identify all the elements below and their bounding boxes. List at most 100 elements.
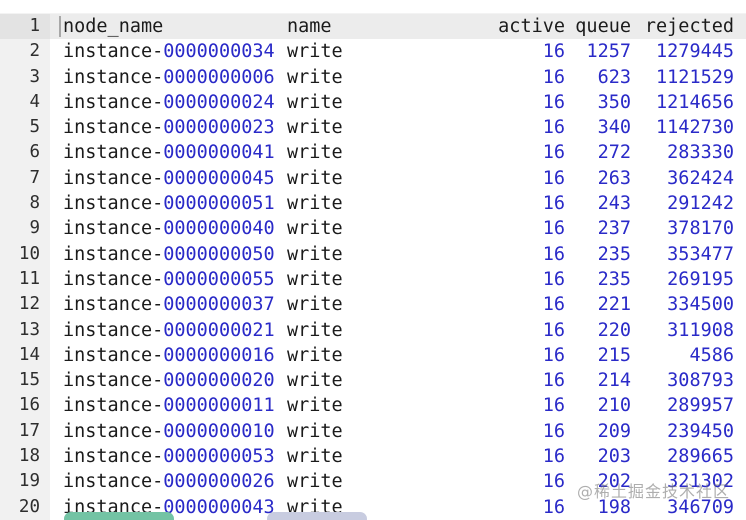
active-cell: 16 <box>542 344 565 366</box>
instance-prefix: instance- <box>63 66 164 88</box>
line-number: 17 <box>0 418 50 445</box>
active-cell: 16 <box>542 294 565 316</box>
pool-name-cell: write <box>287 446 343 468</box>
header-node-name: node_name <box>63 16 164 37</box>
instance-prefix: instance- <box>63 167 164 189</box>
queue-cell: 340 <box>597 117 631 139</box>
pool-name-cell: write <box>287 91 343 113</box>
pool-name-cell: write <box>287 268 343 290</box>
line-number: 7 <box>0 165 50 192</box>
line-number: 6 <box>0 140 50 166</box>
instance-prefix: instance- <box>63 319 164 341</box>
active-cell: 16 <box>542 193 565 215</box>
secondary-button-pill[interactable] <box>267 512 367 520</box>
active-cell: 16 <box>542 370 565 392</box>
instance-prefix: instance- <box>63 142 164 164</box>
header-active: active <box>498 16 565 37</box>
instance-prefix: instance- <box>63 91 164 113</box>
rejected-cell: 269195 <box>667 268 734 290</box>
active-cell: 16 <box>542 117 565 139</box>
rejected-cell: 1279445 <box>656 41 734 63</box>
line-number: 8 <box>0 191 50 217</box>
rejected-cell: 1121529 <box>656 66 734 88</box>
queue-cell: 235 <box>597 243 631 265</box>
pool-name-cell: write <box>287 41 343 63</box>
node-name-cell: instance-0000000006 <box>63 65 275 90</box>
text-cursor <box>59 16 61 37</box>
line-number: 2 <box>0 39 50 65</box>
queue-cell: 221 <box>597 294 631 316</box>
instance-prefix: instance- <box>63 395 164 417</box>
table-row: 10 instance-0000000050 write 16 235 3534… <box>0 241 746 267</box>
rejected-cell: 4586 <box>689 344 734 366</box>
line-number: 9 <box>0 216 50 242</box>
node-name-cell: instance-0000000034 <box>63 39 275 64</box>
instance-id: 0000000055 <box>163 268 275 290</box>
header-rejected: rejected <box>644 16 734 37</box>
rejected-cell: 239450 <box>667 420 734 442</box>
node-name-cell: instance-0000000023 <box>63 115 275 140</box>
follow-button-pill[interactable] <box>64 512 174 520</box>
rejected-cell: 291242 <box>667 193 734 215</box>
instance-id: 0000000053 <box>163 446 275 468</box>
line-number: 3 <box>0 64 50 90</box>
active-cell: 16 <box>542 420 565 442</box>
instance-id: 0000000040 <box>163 218 275 240</box>
queue-cell: 263 <box>597 167 631 189</box>
header-name: name <box>287 16 332 37</box>
table-row: 7 instance-0000000045 write 16 263 36242… <box>0 165 746 192</box>
pool-name-cell: write <box>287 344 343 366</box>
table-row: 2 instance-0000000034 write 16 1257 1279… <box>0 39 746 65</box>
line-number: 5 <box>0 115 50 141</box>
rejected-cell: 321302 <box>667 471 734 493</box>
queue-cell: 203 <box>597 446 631 468</box>
table-row: 16 instance-0000000011 write 16 210 2899… <box>0 393 746 419</box>
instance-id: 0000000034 <box>163 41 275 63</box>
node-name-cell: instance-0000000055 <box>63 267 275 292</box>
pool-name-cell: write <box>287 193 343 215</box>
queue-cell: 215 <box>597 344 631 366</box>
pool-name-cell: write <box>287 117 343 139</box>
instance-id: 0000000045 <box>163 167 275 189</box>
table-row: 8 instance-0000000051 write 16 243 29124… <box>0 191 746 217</box>
top-strip <box>0 0 746 14</box>
instance-prefix: instance- <box>63 446 164 468</box>
table-row: 6 instance-0000000041 write 16 272 28333… <box>0 140 746 166</box>
node-name-cell: instance-0000000050 <box>63 242 275 267</box>
active-cell: 16 <box>542 167 565 189</box>
active-cell: 16 <box>542 142 565 164</box>
header-queue: queue <box>575 16 631 37</box>
rejected-cell: 1142730 <box>656 117 734 139</box>
queue-cell: 220 <box>597 319 631 341</box>
active-cell: 16 <box>542 41 565 63</box>
line-number: 1 <box>0 14 50 40</box>
instance-id: 0000000026 <box>163 471 275 493</box>
active-cell: 16 <box>542 395 565 417</box>
rejected-cell: 289957 <box>667 395 734 417</box>
line-number: 12 <box>0 292 50 318</box>
instance-prefix: instance- <box>63 41 164 63</box>
node-name-cell: instance-0000000020 <box>63 368 275 393</box>
instance-id: 0000000016 <box>163 344 275 366</box>
queue-cell: 210 <box>597 395 631 417</box>
node-name-cell: instance-0000000011 <box>63 393 275 418</box>
rejected-cell: 346709 <box>667 496 734 518</box>
node-name-cell: instance-0000000026 <box>63 469 275 494</box>
node-name-cell: instance-0000000045 <box>63 166 275 191</box>
node-name-cell: instance-0000000024 <box>63 90 275 115</box>
active-cell: 16 <box>542 243 565 265</box>
queue-cell: 209 <box>597 420 631 442</box>
node-name-cell: instance-0000000021 <box>63 318 275 343</box>
node-name-cell: instance-0000000010 <box>63 419 275 444</box>
rejected-cell: 308793 <box>667 370 734 392</box>
table-row: 3 instance-0000000006 write 16 623 11215… <box>0 64 746 90</box>
queue-cell: 350 <box>597 91 631 113</box>
queue-cell: 243 <box>597 193 631 215</box>
node-name-cell: instance-0000000053 <box>63 444 275 469</box>
pool-name-cell: write <box>287 66 343 88</box>
pool-name-cell: write <box>287 395 343 417</box>
instance-id: 0000000011 <box>163 395 275 417</box>
table-row: 19 instance-0000000026 write 16 202 3213… <box>0 469 746 495</box>
instance-prefix: instance- <box>63 471 164 493</box>
instance-id: 0000000037 <box>163 294 275 316</box>
